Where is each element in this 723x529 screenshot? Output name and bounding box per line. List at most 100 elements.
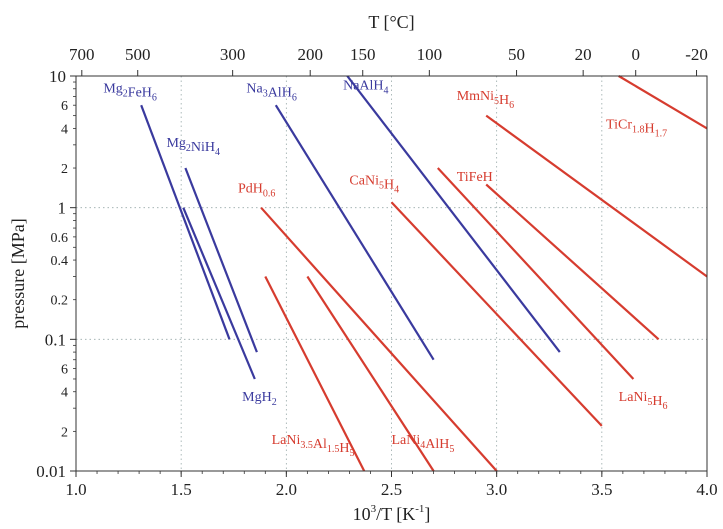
series-label-part: Al xyxy=(313,437,327,452)
series-label-TiCr1.8H1.7: TiCr1.8H1.7 xyxy=(606,117,667,139)
series-label-part: H xyxy=(384,177,394,192)
series-line-Mg2NiH4 xyxy=(184,167,258,353)
y-minor-tick-label: 4 xyxy=(61,386,68,401)
series-label-CaNi5H4: CaNi5H4 xyxy=(349,173,399,195)
series-label-part: 5 xyxy=(350,448,355,459)
x-tick-label: 3.5 xyxy=(591,480,612,499)
series-label-part: PdH xyxy=(238,182,263,197)
series-label-part: H xyxy=(499,93,509,108)
top-tick-label: 500 xyxy=(125,45,151,64)
series-label-part: 2 xyxy=(186,143,191,154)
series-label-part: NiH xyxy=(191,140,215,155)
series-labels: Mg2FeH6Mg2NiH4MgH2Na3AlH6NaAlH4TiCr1.8H1… xyxy=(103,78,667,459)
x-tick-label: 1.5 xyxy=(171,480,192,499)
series-label-part: 6 xyxy=(292,92,297,103)
series-label-part: 5 xyxy=(494,96,499,107)
x-tick-label: 2.0 xyxy=(276,480,297,499)
series-label-part: 4 xyxy=(215,147,220,158)
top-tick-label: -20 xyxy=(685,45,708,64)
series-label-part: 0.6 xyxy=(263,189,276,200)
series-label-part: 6 xyxy=(152,92,157,103)
series-label-part: 5 xyxy=(647,397,652,408)
series-label-part: 2 xyxy=(123,88,128,99)
top-tick-label: 300 xyxy=(220,45,246,64)
series-label-part: LaNi xyxy=(392,433,421,448)
top-tick-label: 50 xyxy=(508,45,525,64)
series-label-part: 2 xyxy=(272,397,277,408)
series-label-part: 4 xyxy=(384,85,389,96)
series-line-LaNi5H6 xyxy=(436,167,635,380)
top-tick-label: 150 xyxy=(350,45,376,64)
series-label-part: 4 xyxy=(394,184,399,195)
series-label-Mg2NiH4: Mg2NiH4 xyxy=(166,136,220,158)
series-label-part: 1.7 xyxy=(655,128,668,139)
series-line-MmNi5H6 xyxy=(485,114,708,278)
series-label-part: MmNi xyxy=(457,89,494,104)
series-label-part: MgH xyxy=(242,390,272,405)
y-tick-label: 0.1 xyxy=(45,330,66,349)
series-label-part: LaNi xyxy=(619,390,648,405)
series-label-NaAlH4: NaAlH4 xyxy=(343,78,388,96)
series-line-CaNi5H4 xyxy=(390,201,603,427)
y-minor-tick-label: 6 xyxy=(61,99,68,114)
x-axis-title-sup1: 3 xyxy=(371,503,377,515)
y-minor-tick-label: 0.2 xyxy=(51,294,69,309)
series-line-LaNi4AlH5 xyxy=(306,275,435,472)
series-line-MgH2 xyxy=(182,207,256,380)
series-label-MgH2: MgH2 xyxy=(242,390,277,408)
series-label-part: CaNi xyxy=(349,173,379,188)
series-label-part: 5 xyxy=(379,180,384,191)
x-tick-label: 2.5 xyxy=(381,480,402,499)
y-minor-tick-label: 2 xyxy=(61,162,68,177)
series-lines xyxy=(140,75,708,472)
series-label-part: 3 xyxy=(263,88,268,99)
series-label-part: H xyxy=(652,394,662,409)
series-label-part: Mg xyxy=(103,81,122,96)
series-line-Na3AlH6 xyxy=(274,104,435,361)
series-label-LaNi5H6: LaNi5H6 xyxy=(619,390,668,412)
series-label-MmNi5H6: MmNi5H6 xyxy=(457,89,514,111)
y-minor-tick-label: 0.4 xyxy=(51,254,69,269)
series-line-TiCr1.8H1.7 xyxy=(618,75,708,130)
series-label-part: 3.5 xyxy=(300,440,313,451)
y-tick-label: 10 xyxy=(49,67,66,86)
series-label-LaNi4AlH5: LaNi4AlH5 xyxy=(392,433,455,455)
x-tick-label: 4.0 xyxy=(696,480,717,499)
x-axis-title-sup2: -1 xyxy=(415,503,424,515)
x-axis-title: 103/T [K-1] xyxy=(353,503,431,524)
series-label-PdH0.6: PdH0.6 xyxy=(238,182,275,200)
top-tick-label: 200 xyxy=(297,45,323,64)
series-label-part: H xyxy=(644,121,654,136)
top-tick-label: 0 xyxy=(631,45,640,64)
series-label-part: 6 xyxy=(509,100,514,111)
series-label-LaNi3.5Al1.5H5: LaNi3.5Al1.5H5 xyxy=(272,433,355,459)
x-tick-label: 3.0 xyxy=(486,480,507,499)
series-label-part: 1.5 xyxy=(327,444,340,455)
series-label-part: 4 xyxy=(420,440,425,451)
top-tick-label: 20 xyxy=(575,45,592,64)
top-axis-title: T [°C] xyxy=(368,12,414,32)
y-tick-label: 1 xyxy=(58,199,67,218)
y-minor-tick-label: 2 xyxy=(61,425,68,440)
y-axis-title: pressure [MPa] xyxy=(8,218,28,328)
top-tick-label: 700 xyxy=(69,45,95,64)
series-line-LaNi3.5Al1.5H5 xyxy=(264,276,366,472)
series-label-part: AlH xyxy=(268,85,292,100)
series-label-part: AlH xyxy=(425,437,449,452)
series-line-TiFeH xyxy=(485,183,660,341)
x-axis-title-tail: ] xyxy=(424,504,430,524)
x-axis-title-mid: /T [K xyxy=(376,504,415,524)
series-label-part: H xyxy=(339,441,349,456)
series-label-part: 5 xyxy=(449,444,454,455)
series-line-Mg2FeH6 xyxy=(140,104,231,340)
series-label-Na3AlH6: Na3AlH6 xyxy=(246,81,296,103)
y-minor-tick-label: 4 xyxy=(61,122,68,137)
series-line-NaAlH4 xyxy=(346,75,561,353)
y-minor-tick-label: 6 xyxy=(61,363,68,378)
series-label-part: Na xyxy=(246,81,263,96)
series-line-PdH0.6 xyxy=(260,206,498,472)
series-label-Mg2FeH6: Mg2FeH6 xyxy=(103,81,157,103)
series-label-part: 1.8 xyxy=(632,124,645,135)
